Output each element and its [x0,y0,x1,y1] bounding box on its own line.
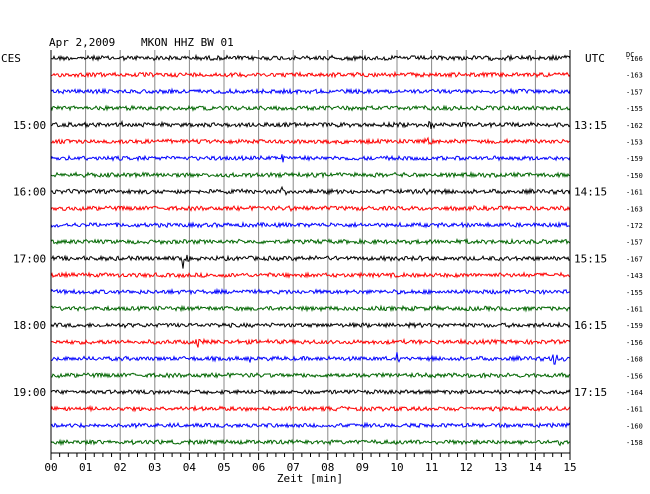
trace-row [50,254,571,269]
minute-grid [50,50,571,451]
trace-row [50,185,571,196]
dc-offset-label: -168 [626,356,643,364]
dc-offset-label: -172 [626,222,643,230]
x-tick-label: 09 [356,461,369,474]
trace-row [50,220,571,229]
dc-offset-label: -157 [626,88,643,96]
trace-row [50,352,571,365]
x-tick-label: 03 [148,461,161,474]
trace-row [50,154,571,163]
dc-offset-label: -162 [626,122,643,130]
dc-offset-labels: -166 -163 -157 -155 -162 -153 -159 -150 -161 -163… [626,55,643,447]
dc-offset-label: -163 [626,205,643,213]
x-tick-label: 06 [252,461,265,474]
chart-date: Apr 2,2009 [49,36,115,49]
dc-offset-label: -150 [626,172,643,180]
x-tick-label: 12 [460,461,473,474]
trace-row [50,237,571,246]
dc-offset-label: -159 [626,322,643,330]
x-axis-ticks: 00 01 02 03 04 05 06 07 08 09 10 11 12 13 14 15 [44,461,576,474]
x-tick-label: 11 [425,461,438,474]
trace-row [50,70,571,79]
x-tick-label: 08 [321,461,334,474]
dc-offset-label: -155 [626,289,643,297]
dc-offset-label: -156 [626,339,643,347]
x-tick-label: 14 [529,461,543,474]
trace-row [50,404,571,413]
dc-offset-label: -160 [626,422,643,430]
dc-offset-header: DC [626,51,634,59]
x-tick-label: 07 [287,461,300,474]
dc-offset-label: -157 [626,239,643,247]
dc-offset-label: -163 [626,72,643,80]
x-tick-label: 05 [217,461,230,474]
dc-offset-label: -143 [626,272,643,280]
trace-row [50,304,571,313]
dc-offset-label: -158 [626,439,643,447]
dc-offset-label: -156 [626,372,643,380]
x-tick-label: 04 [183,461,197,474]
x-tick-label: 13 [494,461,507,474]
right-hour-label: 16:15 [574,319,607,332]
dc-offset-label: -164 [626,389,643,397]
dc-offset-label: -166 [626,55,643,63]
right-hour-label: 13:15 [574,119,607,132]
trace-row [50,321,571,330]
x-tick-label: 00 [44,461,57,474]
trace-row [50,270,571,280]
chart-station: MKON HHZ BW 01 [141,36,234,49]
left-hour-label: 15:00 [13,119,46,132]
left-timezone-label: CES [1,52,21,65]
plot-frame [50,50,571,460]
seismic-traces [50,53,571,447]
right-timezone-label: UTC [585,52,605,65]
x-axis-label: Zeit [min] [277,472,343,485]
dc-offset-label: -161 [626,406,643,414]
trace-row [50,104,571,112]
dc-offset-label: -159 [626,155,643,163]
right-hour-label: 15:15 [574,252,607,265]
left-hour-label: 19:00 [13,386,46,399]
left-hour-label: 16:00 [13,186,46,199]
x-tick-label: 15 [563,461,576,474]
trace-row [50,287,571,296]
trace-row [50,87,571,96]
right-hour-label: 17:15 [574,386,607,399]
trace-row [50,170,571,179]
trace-row [50,204,571,213]
dc-offset-label: -167 [626,255,643,263]
right-hour-label: 14:15 [574,186,607,199]
x-tick-label: 02 [114,461,127,474]
dc-offset-label: -153 [626,139,643,147]
trace-row [50,136,571,146]
trace-row [50,53,571,62]
x-tick-label: 01 [79,461,92,474]
trace-row [51,371,571,379]
left-hour-label: 17:00 [13,252,46,265]
trace-row [50,421,571,429]
trace-row [50,438,571,447]
dc-offset-label: -161 [626,189,643,197]
right-hour-labels: 13:15 14:15 15:15 16:15 17:15 [574,119,607,399]
dc-offset-label: -155 [626,105,643,113]
trace-row [50,119,571,129]
left-hour-labels: 15:00 16:00 17:00 18:00 19:00 [13,119,46,399]
left-hour-label: 18:00 [13,319,46,332]
x-tick-label: 10 [390,461,403,474]
trace-row [50,388,571,396]
trace-row [50,337,571,348]
dc-offset-label: -161 [626,306,643,314]
